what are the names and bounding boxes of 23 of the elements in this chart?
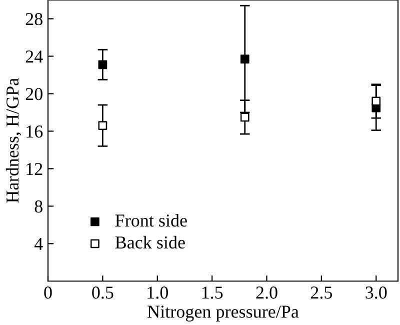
point <box>240 54 250 64</box>
point <box>98 60 108 70</box>
y-axis-title: Hardness, H/GPa <box>6 78 22 203</box>
y-tick-label: 8 <box>34 200 42 213</box>
x-tick-label: 3.0 <box>366 286 387 299</box>
x-tick-label: 1.0 <box>148 286 168 299</box>
y-tick-label: 16 <box>26 126 43 138</box>
y-tick-label: 4 <box>34 238 43 250</box>
x-tick-label: 0.5 <box>92 286 114 299</box>
point <box>240 112 250 122</box>
point <box>372 96 381 106</box>
y-tick-label: 28 <box>26 13 42 26</box>
legend-label: Front side <box>115 214 187 227</box>
x-tick-label: 0 <box>44 286 52 299</box>
legend-label: Back side <box>115 236 185 249</box>
x-axis-title: Nitrogen pressure/Pa <box>148 306 299 322</box>
x-tick-label: 2.5 <box>310 286 332 299</box>
x-tick-label: 1.5 <box>202 286 223 299</box>
y-tick-label: 24 <box>26 50 43 62</box>
y-tick-label: 12 <box>26 162 42 175</box>
y-tick-label: 20 <box>26 88 42 100</box>
point <box>98 121 108 130</box>
x-tick-label: 2.0 <box>256 286 278 299</box>
